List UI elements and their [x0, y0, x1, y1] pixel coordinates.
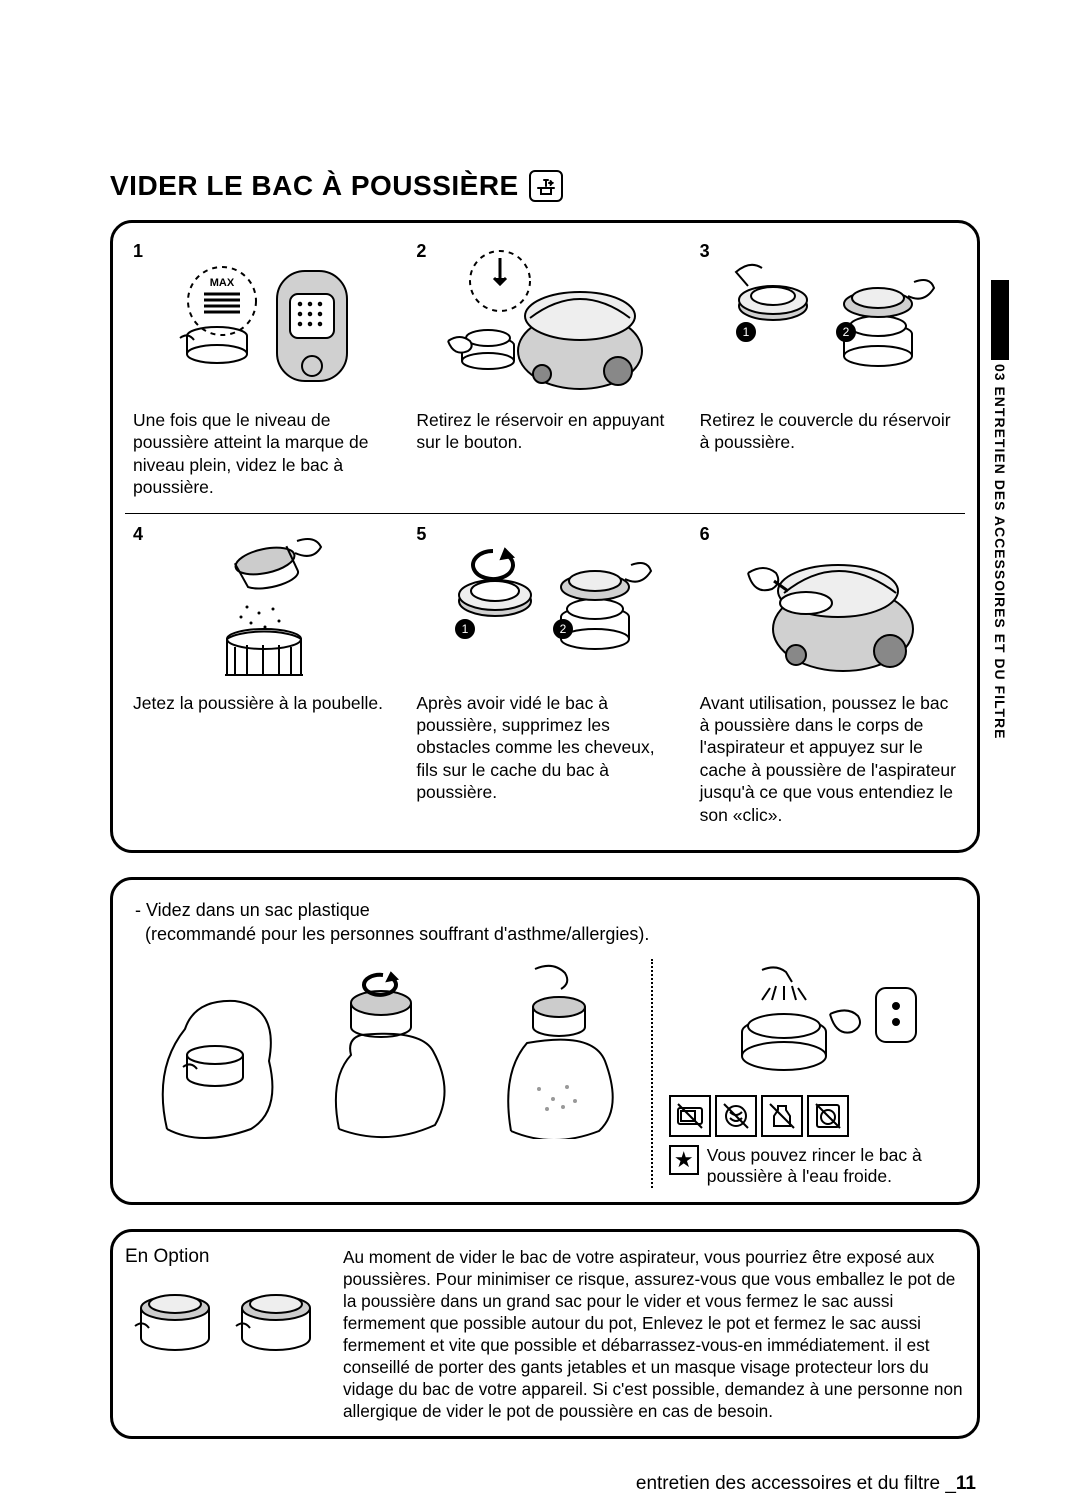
dustbin-icon-1	[125, 1278, 220, 1368]
step-5: 5 1	[408, 520, 681, 836]
step-3: 3 1	[692, 237, 965, 509]
rinse-illustration	[669, 959, 965, 1089]
rinse-caption-text: Vous pouvez rincer le bac à poussière à …	[707, 1145, 965, 1189]
tip-line1: - Videz dans un sac plastique	[135, 898, 955, 922]
option-title: En Option	[125, 1246, 325, 1268]
step-number: 2	[416, 241, 426, 262]
bag-illustration-1	[147, 959, 277, 1139]
step-5-text: Après avoir vidé le bac à poussière, sup…	[416, 692, 673, 804]
svg-text:2: 2	[560, 622, 567, 636]
tip-text: - Videz dans un sac plastique (recommand…	[125, 894, 965, 947]
page-number: 11	[956, 1473, 976, 1494]
steps-panel: 1 MAX	[110, 220, 980, 853]
footer-text: entretien des accessoires et du filtre _	[636, 1473, 956, 1494]
page-title-text: VIDER LE BAC À POUSSIÈRE	[110, 170, 519, 202]
step-number: 3	[700, 241, 710, 262]
page-footer: entretien des accessoires et du filtre _…	[110, 1473, 980, 1495]
rinse-caption: ★ Vous pouvez rincer le bac à poussière …	[669, 1145, 965, 1189]
section-tab-label: 03 ENTRETIEN DES ACCESSOIRES ET DU FILTR…	[992, 364, 1008, 740]
rinse-section: ★ Vous pouvez rincer le bac à poussière …	[651, 959, 965, 1189]
bag-illustration-3	[495, 959, 615, 1139]
step-6-text: Avant utilisation, poussez le bac à pous…	[700, 692, 957, 826]
step-1-illustration: MAX	[133, 241, 390, 401]
step-4: 4 Jetez la	[125, 520, 398, 836]
option-text: Au moment de vider le bac de votre aspir…	[343, 1246, 965, 1422]
no-washer-icon	[807, 1095, 849, 1137]
svg-text:1: 1	[743, 325, 750, 339]
step-3-illustration: 1 2	[700, 241, 957, 401]
no-detergent-icon	[761, 1095, 803, 1137]
page-title: VIDER LE BAC À POUSSIÈRE	[110, 170, 980, 202]
step-number: 5	[416, 524, 426, 545]
bag-illustration-2	[321, 959, 451, 1139]
step-number: 4	[133, 524, 143, 545]
dustbin-icon-2	[226, 1278, 321, 1368]
step-2-text: Retirez le réservoir en appuyant sur le …	[416, 409, 673, 454]
step-3-text: Retirez le couvercle du réservoir à pous…	[700, 409, 957, 454]
svg-text:2: 2	[843, 325, 850, 339]
max-label: MAX	[209, 277, 234, 289]
step-1-text: Une fois que le niveau de poussière atte…	[133, 409, 390, 499]
tip-illustrations	[125, 959, 637, 1139]
option-panel: En Option Au moment de vider le b	[110, 1229, 980, 1439]
step-6-illustration	[700, 524, 957, 684]
step-2: 2	[408, 237, 681, 509]
option-illustrations	[125, 1278, 325, 1368]
star-icon: ★	[669, 1145, 699, 1175]
step-1: 1 MAX	[125, 237, 398, 509]
step-5-illustration: 1 2	[416, 524, 673, 684]
step-2-illustration	[416, 241, 673, 401]
no-dryer-icon	[715, 1095, 757, 1137]
step-number: 1	[133, 241, 143, 262]
step-4-text: Jetez la poussière à la poubelle.	[133, 692, 390, 714]
tip-panel: - Videz dans un sac plastique (recommand…	[110, 877, 980, 1205]
tip-line2: (recommandé pour les personnes souffrant…	[135, 922, 955, 946]
svg-text:1: 1	[462, 622, 469, 636]
step-4-illustration	[133, 524, 390, 684]
no-microwave-icon	[669, 1095, 711, 1137]
step-number: 6	[700, 524, 710, 545]
dustbin-eject-icon	[529, 170, 563, 202]
tab-marker	[991, 280, 1009, 360]
row-divider	[125, 513, 965, 514]
prohibit-icons	[669, 1095, 965, 1137]
step-6: 6 Avant utilisation, poussez le bac	[692, 520, 965, 836]
